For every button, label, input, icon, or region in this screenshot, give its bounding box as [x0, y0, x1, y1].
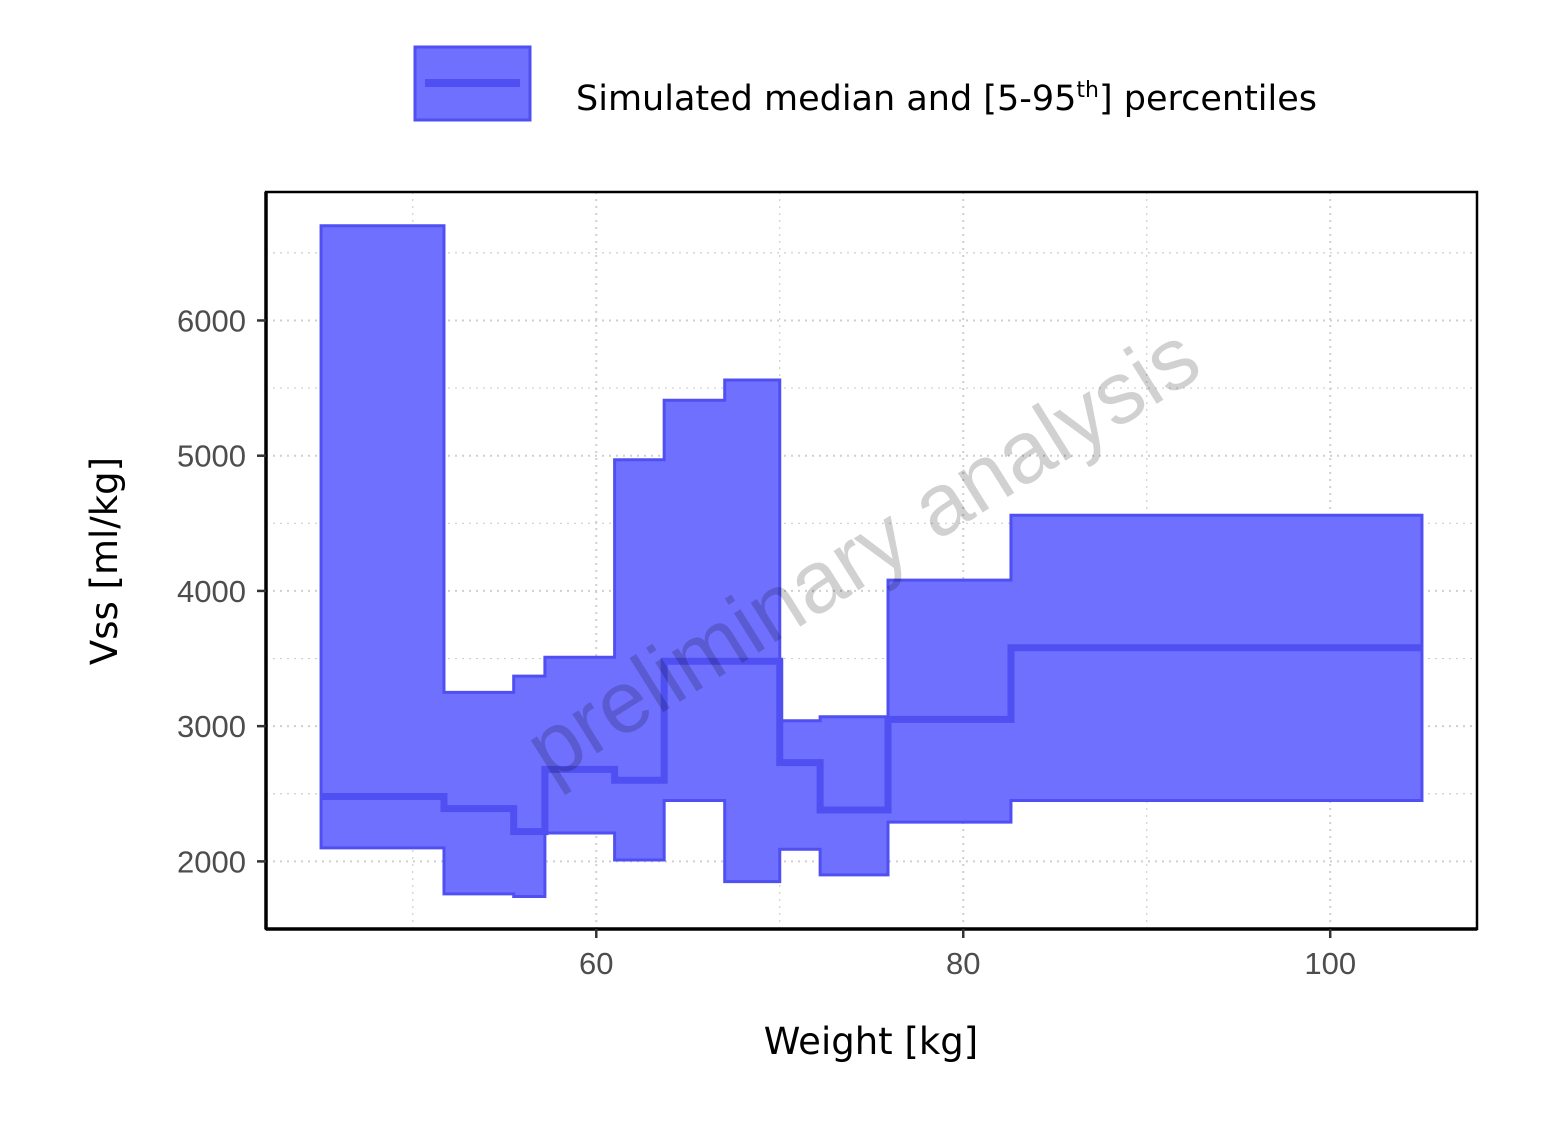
x-tick-label: 80	[946, 946, 980, 981]
legend-label-end: ] percentiles	[1099, 79, 1317, 119]
median-line-group	[321, 644, 1422, 836]
y-tick-label: 4000	[177, 574, 246, 609]
legend-label-main: Simulated median and [5-95	[576, 79, 1076, 119]
legend-label-sup: th	[1076, 78, 1099, 103]
x-tick-label: 100	[1304, 946, 1356, 981]
tick-labels: 60 80 100 2000 3000 4000 5000 6000	[177, 303, 1356, 981]
y-axis-title: Vss [ml/kg]	[83, 457, 126, 665]
legend: Simulated median and [5-95th] percentile…	[413, 45, 1317, 122]
y-tick-label: 6000	[177, 303, 246, 338]
percentile-bands	[319, 224, 1424, 899]
x-tick-label: 60	[579, 946, 613, 981]
axes	[264, 190, 1479, 931]
percentile-band	[319, 224, 1424, 899]
y-tick-label: 2000	[177, 844, 246, 879]
y-tick-label: 3000	[177, 709, 246, 744]
x-axis-title: Weight [kg]	[764, 1020, 978, 1063]
legend-label: Simulated median and [5-95th] percentile…	[576, 78, 1317, 119]
y-tick-label: 5000	[177, 439, 246, 474]
median-line	[321, 644, 1422, 836]
